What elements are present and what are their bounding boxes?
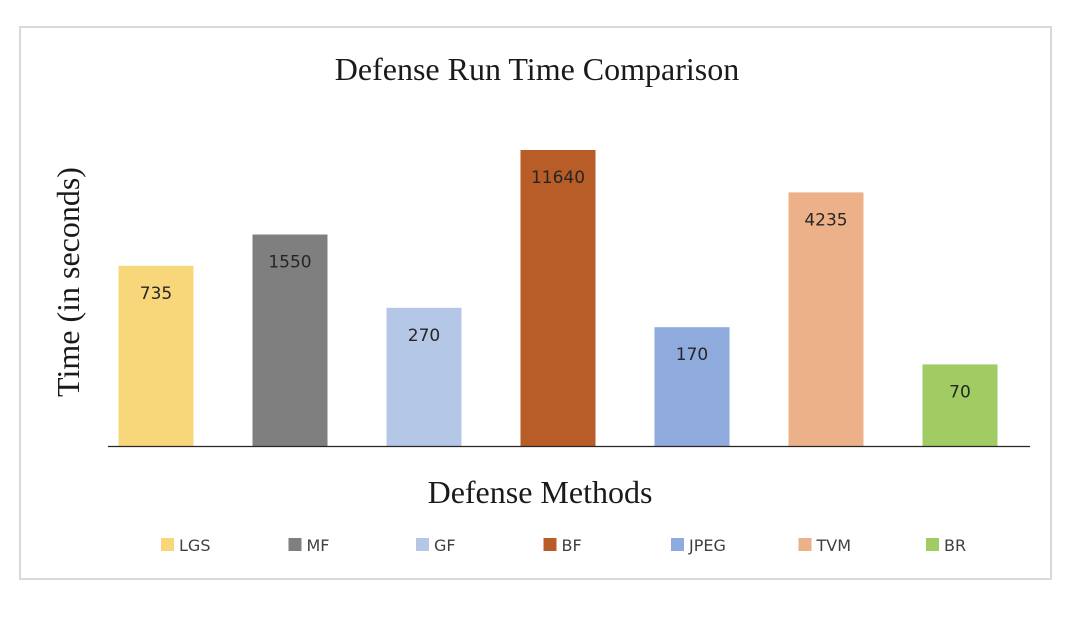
bar-mf — [252, 234, 328, 446]
data-label-lgs: 735 — [140, 284, 172, 304]
legend-label-mf: MF — [307, 536, 330, 555]
legend-swatch-jpeg — [671, 538, 684, 551]
bar-gf — [386, 307, 462, 446]
bar-jpeg — [654, 327, 730, 446]
legend-swatch-lgs — [161, 538, 174, 551]
bar-lgs — [118, 265, 194, 446]
bar-bf — [520, 150, 596, 446]
legend-label-tvm: TVM — [816, 536, 852, 555]
x-axis-label: Defense Methods — [428, 474, 653, 510]
data-label-tvm: 4235 — [804, 210, 847, 230]
legend-label-br: BR — [944, 536, 966, 555]
data-labels-group: 735 1550 270 11640 170 4235 70 — [140, 168, 971, 402]
legend-swatch-mf — [288, 538, 302, 551]
bar-br — [922, 364, 998, 446]
data-label-mf: 1550 — [268, 253, 311, 273]
legend-swatch-br — [926, 538, 939, 551]
chart-title: Defense Run Time Comparison — [335, 51, 739, 87]
legend-swatch-bf — [543, 538, 557, 551]
legend-label-bf: BF — [562, 536, 582, 555]
legend-label-lgs: LGS — [179, 536, 210, 555]
legend: LGS MF GF BF JPEG TVM BR — [161, 536, 966, 555]
bar-tvm — [788, 192, 864, 446]
legend-label-gf: GF — [434, 536, 456, 555]
legend-swatch-tvm — [798, 538, 812, 551]
y-axis-label: Time (in seconds) — [50, 167, 86, 397]
data-label-gf: 270 — [408, 326, 440, 346]
bars-group — [118, 150, 998, 446]
data-label-br: 70 — [949, 382, 971, 402]
data-label-jpeg: 170 — [676, 345, 708, 365]
data-label-bf: 11640 — [531, 168, 585, 188]
legend-label-jpeg: JPEG — [688, 536, 726, 555]
legend-swatch-gf — [416, 538, 429, 551]
